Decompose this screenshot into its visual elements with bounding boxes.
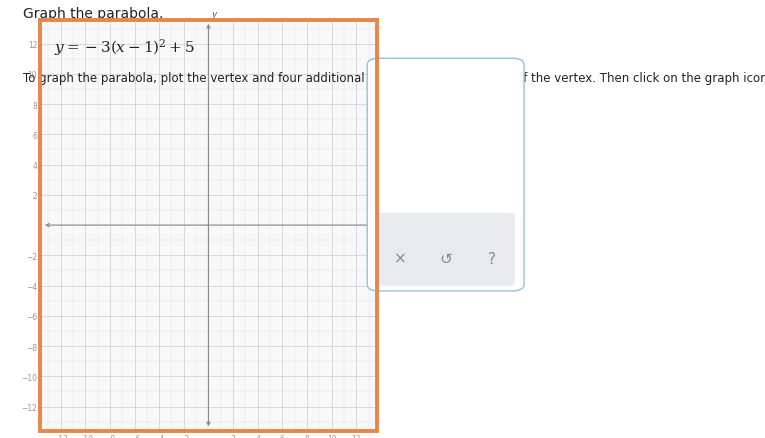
Text: To graph the parabola, plot the vertex and four additional points, two on each s: To graph the parabola, plot the vertex a…	[23, 72, 765, 85]
Text: x: x	[379, 211, 384, 220]
Text: ↺: ↺	[440, 251, 452, 266]
Text: $y=-3(x-1)^{2}+5$: $y=-3(x-1)^{2}+5$	[54, 37, 195, 58]
Text: y: y	[212, 10, 217, 19]
FancyBboxPatch shape	[386, 102, 411, 128]
Text: Graph the parabola.: Graph the parabola.	[23, 7, 163, 21]
Text: ?: ?	[488, 251, 496, 266]
Text: ×: ×	[394, 251, 406, 266]
